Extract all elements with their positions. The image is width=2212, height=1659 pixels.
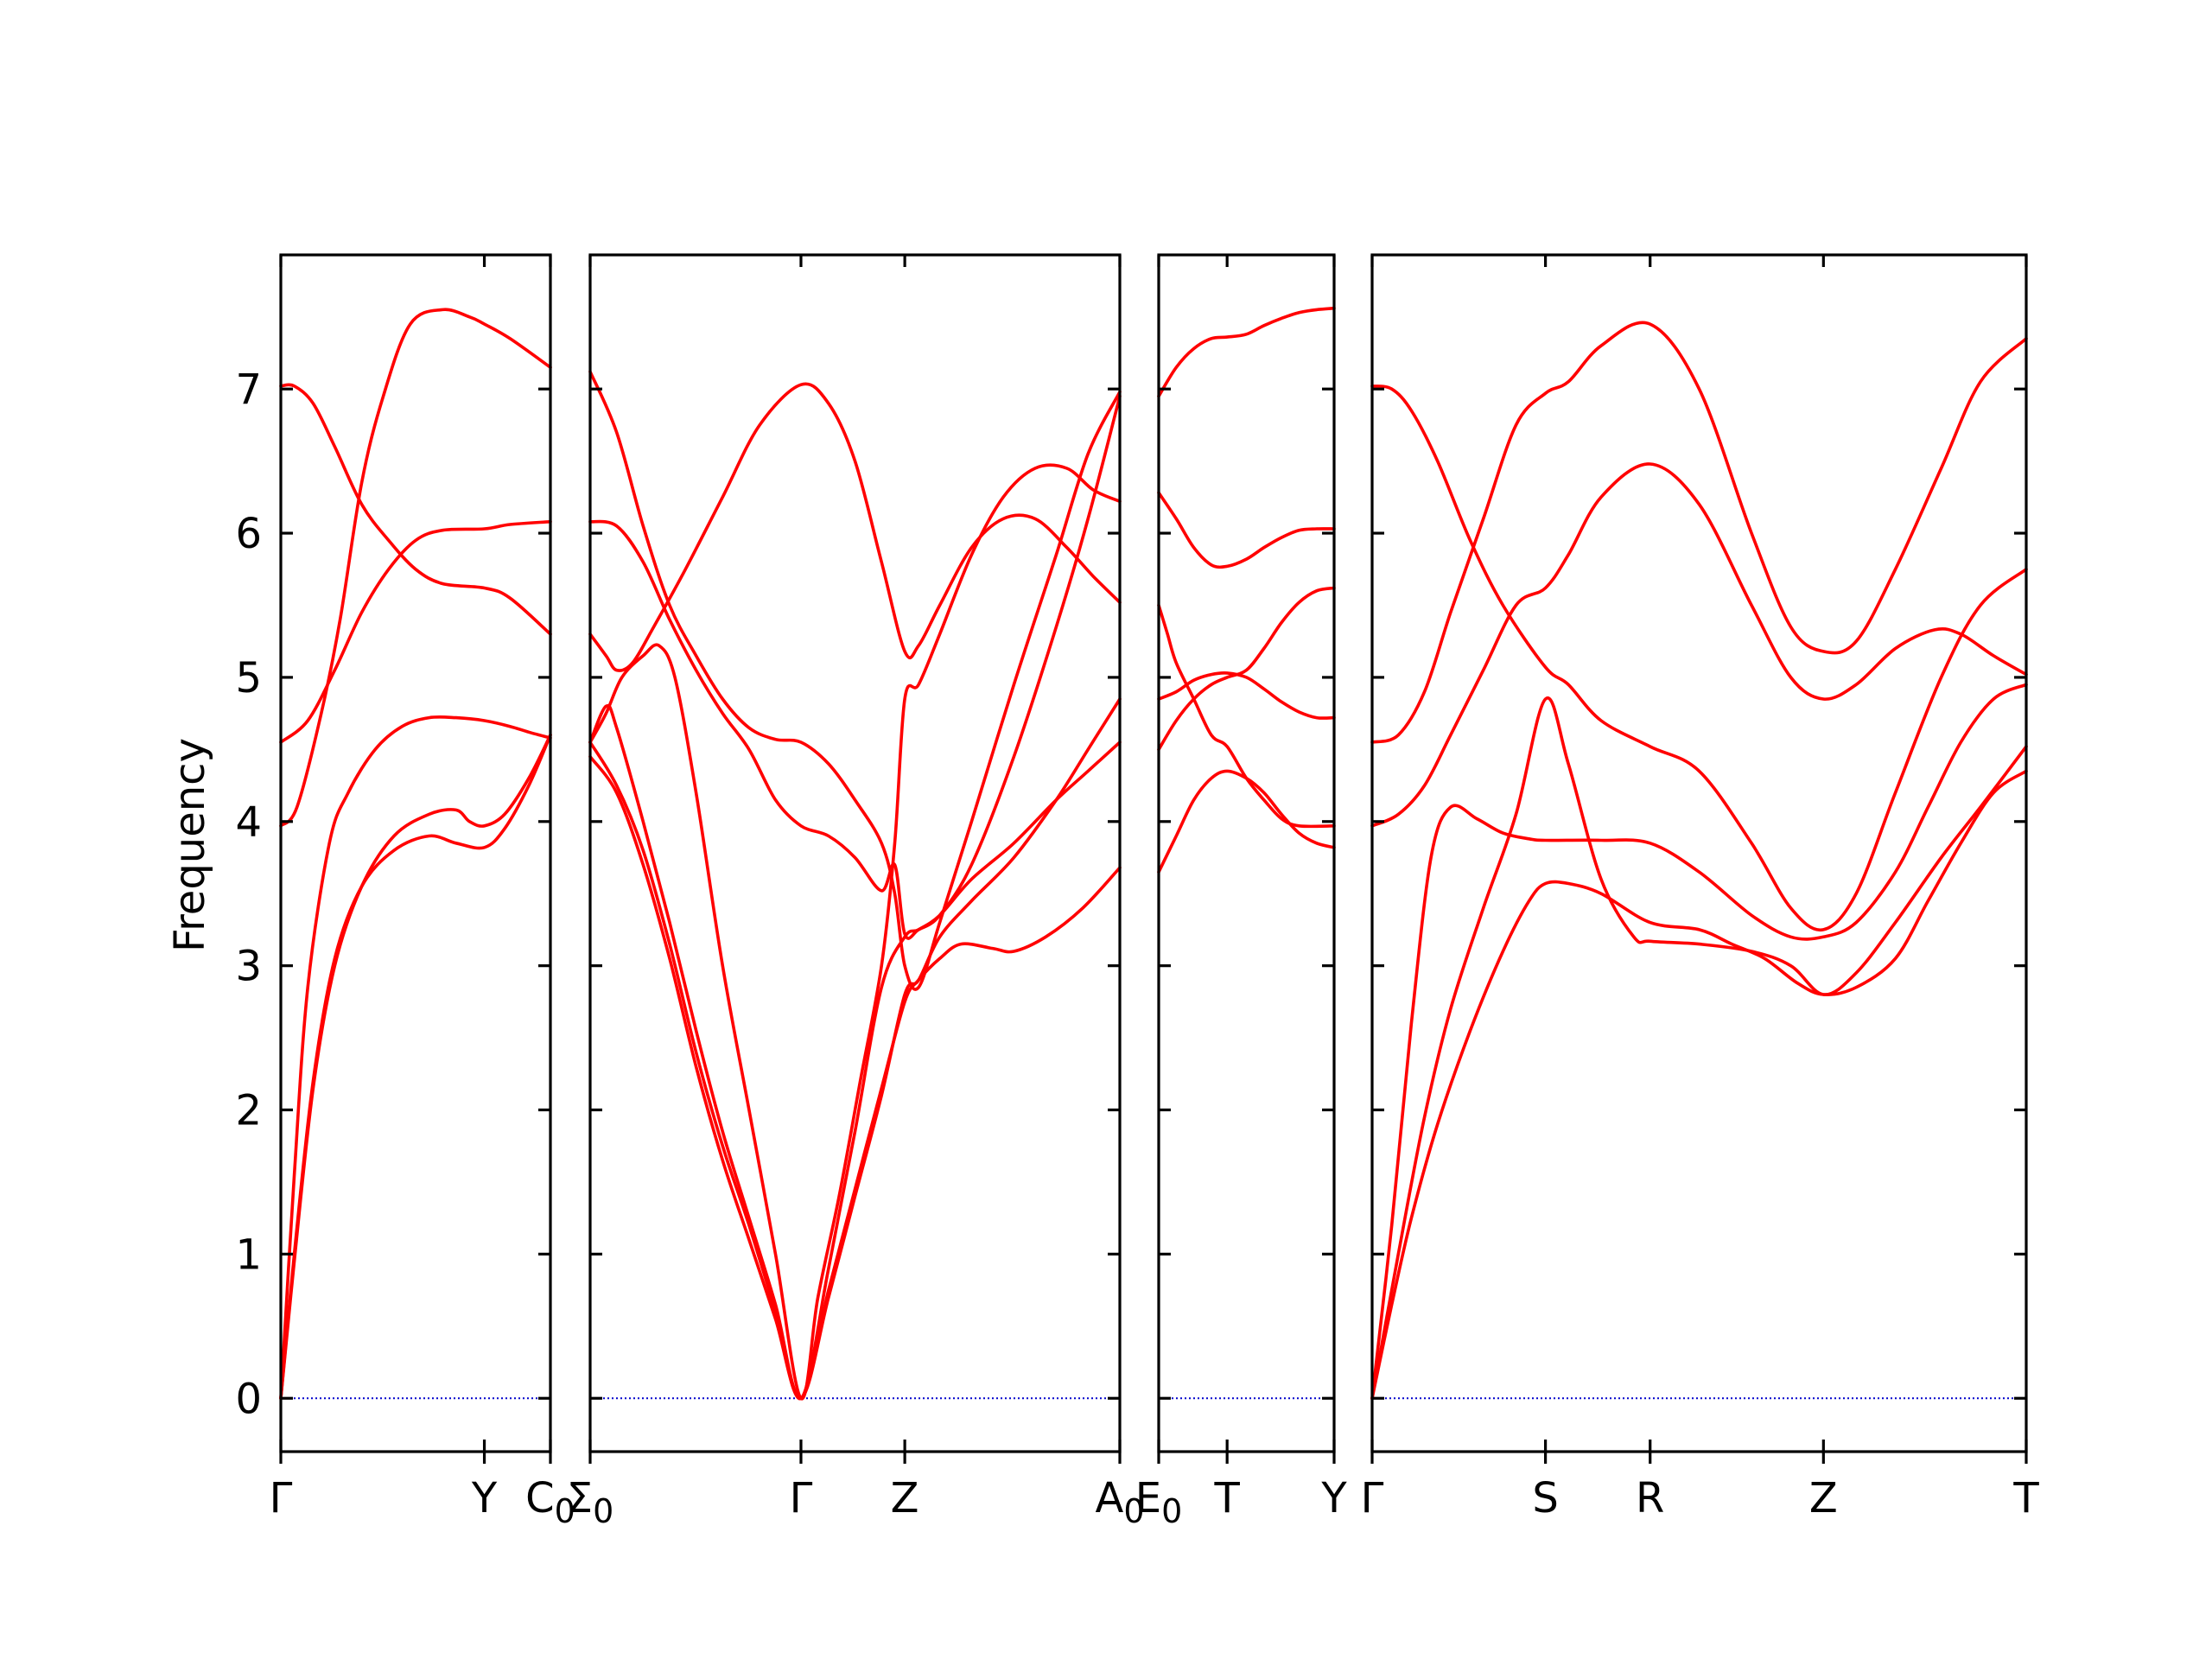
x-tick-label: Γ (270, 1474, 293, 1522)
band-line-7 (588, 370, 1122, 991)
y-tick-label: 0 (235, 1375, 262, 1423)
x-tick-label: Γ (790, 1474, 813, 1522)
x-tick-label: A0 (1095, 1474, 1144, 1530)
band-line-2 (1157, 586, 1336, 752)
x-tick-label: Γ (1361, 1474, 1384, 1522)
y-tick-label: 7 (235, 365, 262, 414)
axes-frame (588, 253, 1122, 1453)
x-tick-label: Z (1809, 1474, 1838, 1522)
band-line-3 (1157, 671, 1336, 720)
y-tick-label: 2 (235, 1087, 262, 1135)
band-line-5 (1370, 321, 2028, 744)
x-tick-label: S (1532, 1474, 1558, 1522)
band-line-1 (279, 733, 552, 1401)
y-tick-label: 1 (235, 1230, 262, 1279)
x-tick-label: Σ0 (567, 1474, 614, 1530)
band-line-5 (1157, 491, 1336, 569)
panel-1: 0 1 2 3 4 5 6 7 Γ Y C0 (235, 253, 575, 1530)
x-tick-label: Z (891, 1474, 919, 1522)
y-tick-label: 6 (235, 510, 262, 558)
band-line-6 (279, 383, 552, 636)
band-line-4 (588, 463, 1122, 1401)
band-line-3 (279, 715, 552, 1401)
band-line-4 (1370, 462, 2028, 828)
y-tick-label: 3 (235, 943, 262, 991)
panel-3: E0 T Y (1135, 253, 1347, 1530)
x-tick-label: Y (471, 1474, 498, 1522)
x-tick-label: R (1636, 1474, 1664, 1522)
band-line-6 (1370, 385, 2028, 932)
x-tick-label: T (2012, 1474, 2039, 1522)
band-line-5 (279, 519, 552, 744)
y-tick-label: 4 (235, 798, 262, 847)
band-line-4 (279, 308, 552, 828)
axes-frame (1157, 253, 1336, 1453)
band-line-6 (588, 394, 1122, 940)
band-line-3 (588, 703, 1122, 1401)
band-line-4 (1157, 603, 1336, 829)
x-tick-label: Y (1320, 1474, 1347, 1522)
panel-2: Σ0 Γ Z A0 (567, 253, 1145, 1530)
band-line-2 (279, 733, 552, 1401)
y-axis-label: Frequency (166, 738, 214, 952)
x-tick-label: C0 (525, 1474, 575, 1530)
x-tick-label: E0 (1135, 1474, 1183, 1530)
band-line-1 (1370, 769, 2028, 1401)
band-line-2 (1370, 696, 2028, 1401)
axes-frame (279, 253, 552, 1453)
axes-frame (1370, 253, 2028, 1453)
band-line-6 (1157, 306, 1336, 398)
x-tick-label: T (1214, 1474, 1241, 1522)
band-line-3 (1370, 683, 2028, 1401)
band-line-5 (588, 382, 1122, 672)
band-line-1 (1157, 769, 1336, 874)
band-line-1 (588, 754, 1122, 1401)
y-tick-label: 5 (235, 654, 262, 702)
band-line-2 (588, 697, 1122, 1401)
